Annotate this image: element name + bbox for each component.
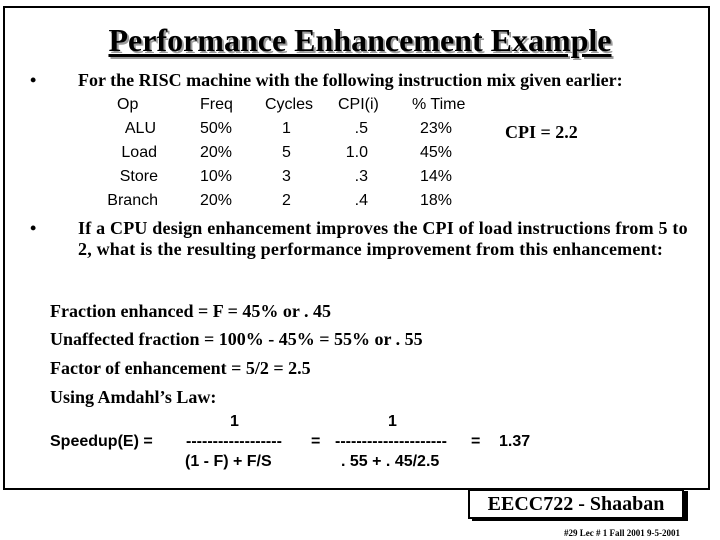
cell-time: 18% — [420, 192, 453, 209]
cell-cpi: .3 — [354, 168, 368, 185]
cell-cpi: .4 — [354, 192, 368, 209]
numerator-2: 1 — [388, 413, 397, 430]
cell-cycles: 2 — [282, 192, 291, 209]
header-op: Op — [117, 96, 139, 113]
cell-freq: 10% — [200, 168, 233, 185]
equals-sign: = — [311, 433, 321, 450]
cell-freq: 20% — [200, 144, 233, 161]
numerator-1: 1 — [230, 413, 239, 430]
speedup-result: 1.37 — [499, 433, 531, 450]
cell-freq: 20% — [200, 192, 233, 209]
cell-op: Store — [119, 168, 158, 185]
cell-time: 14% — [420, 168, 453, 185]
factor-enhancement-line: Factor of enhancement = 5/2 = 2.5 — [50, 358, 311, 378]
slide-footer: #29 Lec # 1 Fall 2001 9-5-2001 — [564, 528, 680, 538]
bullet-text: For the RISC machine with the following … — [78, 70, 623, 90]
header-time: % Time — [412, 96, 466, 113]
cell-op: Load — [121, 144, 157, 161]
cell-cycles: 5 — [282, 144, 291, 161]
cell-cycles: 1 — [282, 120, 291, 137]
fraction-enhanced-line: Fraction enhanced = F = 45% or . 45 — [50, 301, 331, 321]
cell-time: 45% — [420, 144, 453, 161]
course-badge-label: EECC722 - Shaaban — [487, 493, 665, 515]
equals-sign: = — [471, 433, 481, 450]
header-cycles: Cycles — [265, 96, 314, 113]
cell-time: 23% — [420, 120, 453, 137]
bullet-instruction-mix: • For the RISC machine with the followin… — [30, 70, 623, 91]
fraction-bar-1: ------------------ — [186, 433, 282, 450]
cell-cpi: .5 — [354, 120, 368, 137]
bullet-symbol: • — [30, 218, 37, 238]
cell-cycles: 3 — [282, 168, 291, 185]
unaffected-fraction-line: Unaffected fraction = 100% - 45% = 55% o… — [50, 329, 423, 349]
denominator-1: (1 - F) + F/S — [185, 453, 272, 470]
bullet-symbol: • — [30, 70, 37, 90]
header-freq: Freq — [200, 96, 233, 113]
speedup-label: Speedup(E) = — [50, 433, 153, 450]
slide-frame — [3, 6, 710, 490]
cell-op: ALU — [124, 120, 156, 137]
denominator-2: . 55 + . 45/2.5 — [341, 453, 440, 470]
course-badge: EECC722 - Shaaban — [468, 489, 684, 519]
cpi-note: CPI = 2.2 — [505, 122, 578, 142]
amdahl-law-line: Using Amdahl’s Law: — [50, 387, 217, 407]
cell-freq: 50% — [200, 120, 233, 137]
bullet-text: If a CPU design enhancement improves the… — [78, 218, 688, 259]
cell-cpi: 1.0 — [345, 144, 368, 161]
header-cpi: CPI(i) — [338, 96, 379, 113]
fraction-bar-2: --------------------- — [335, 433, 447, 450]
slide-title: Performance Enhancement Example — [108, 22, 612, 58]
bullet-enhancement: • If a CPU design enhancement improves t… — [30, 218, 700, 284]
cell-op: Branch — [107, 192, 158, 209]
